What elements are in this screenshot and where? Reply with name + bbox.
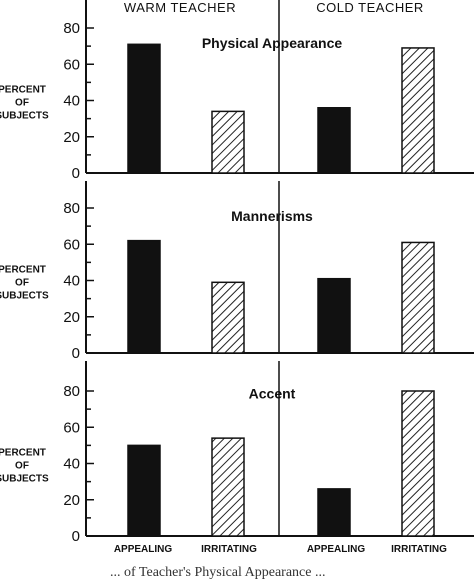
bar-appealing [317, 488, 351, 537]
y-axis-label: OF [15, 461, 29, 472]
bar-appealing [317, 107, 351, 174]
panel-title: Mannerisms [231, 208, 313, 224]
y-tick-label: 20 [63, 129, 80, 146]
y-axis-label: PERCENT [0, 448, 46, 459]
y-tick-label: 20 [63, 309, 80, 326]
bar-appealing [127, 43, 161, 174]
x-category-label: IRRITATING [201, 544, 257, 555]
y-tick-label: 40 [63, 93, 80, 110]
y-tick-label: 20 [63, 492, 80, 509]
bar-appealing [127, 239, 161, 354]
y-tick-label: 80 [63, 383, 80, 400]
y-axis-label: OF [15, 98, 29, 109]
y-tick-label: 40 [63, 273, 80, 290]
bar-irritating [211, 281, 245, 354]
y-tick-label: 80 [63, 20, 80, 37]
panel-1: 0 20 40 60 80 PERCENT OF SUBJECTS Mannerisms [0, 181, 474, 362]
y-axis-label: SUBJECTS [0, 474, 49, 485]
y-axis-label: PERCENT [0, 85, 46, 96]
y-tick-label: 40 [63, 456, 80, 473]
column-header-warm: WARM TEACHER [124, 0, 236, 15]
y-tick-label: 80 [63, 200, 80, 217]
x-category-label: IRRITATING [391, 544, 447, 555]
bar-appealing [317, 277, 351, 354]
panel-title: Accent [249, 386, 296, 402]
panel-0: 0 20 40 60 80 PERCENT OF SUBJECTS Physical Appea… [0, 0, 474, 182]
bar-irritating [211, 110, 245, 174]
bar-irritating [211, 437, 245, 537]
x-category-label: APPEALING [114, 544, 173, 555]
y-tick-label: 0 [72, 345, 80, 362]
y-axis-label: PERCENT [0, 265, 46, 276]
bar-irritating [401, 390, 435, 537]
y-tick-label: 60 [63, 236, 80, 253]
column-header-cold: COLD TEACHER [316, 0, 424, 15]
y-axis-label: SUBJECTS [0, 291, 49, 302]
panels: 0 20 40 60 80 PERCENT OF SUBJECTS Physical Appea… [0, 0, 474, 545]
figure-caption: ... of Teacher's Physical Appearance ... [110, 565, 325, 579]
panel-title: Physical Appearance [202, 35, 343, 51]
y-tick-label: 0 [72, 528, 80, 545]
x-category-label: APPEALING [307, 544, 366, 555]
bar-irritating [401, 47, 435, 174]
y-tick-label: 0 [72, 165, 80, 182]
panel-2: 0 20 40 60 80 PERCENT OF SUBJECTS Accent [0, 361, 474, 545]
bar-appealing [127, 444, 161, 537]
y-axis-label: OF [15, 278, 29, 289]
y-tick-label: 60 [63, 419, 80, 436]
bar-irritating [401, 241, 435, 354]
y-axis-label: SUBJECTS [0, 111, 49, 122]
y-tick-label: 60 [63, 56, 80, 73]
